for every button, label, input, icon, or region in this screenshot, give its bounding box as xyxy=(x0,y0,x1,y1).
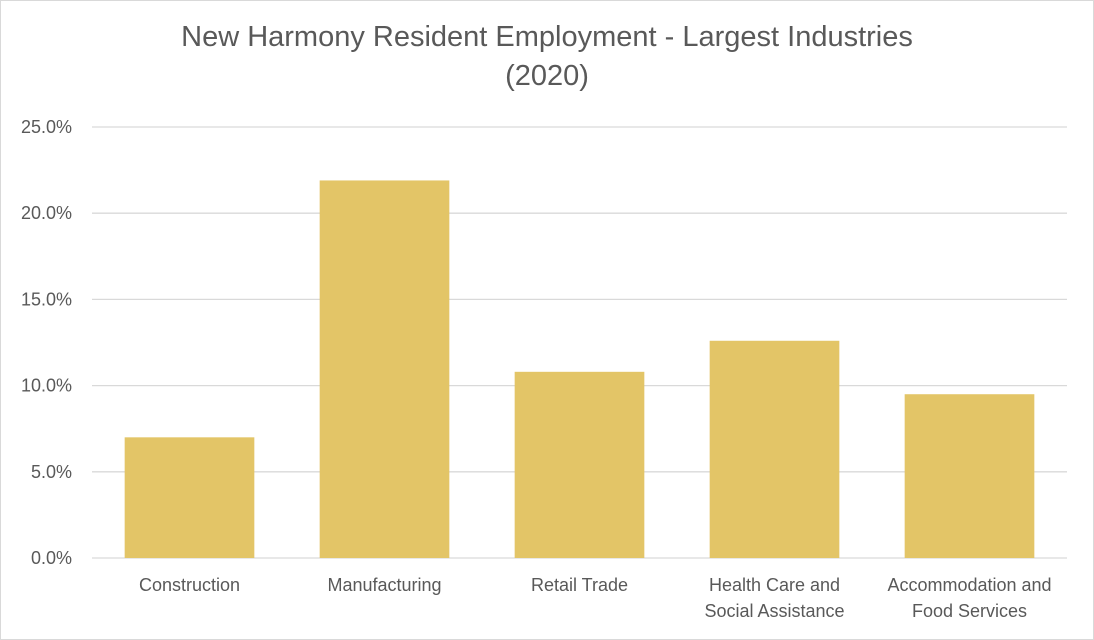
y-tick-label-5: 25.0% xyxy=(21,117,72,137)
chart-title-line-1: New Harmony Resident Employment - Larges… xyxy=(181,21,913,53)
x-category-label-3-line-1: Health Care and xyxy=(709,575,840,595)
x-category-label-2: Retail Trade xyxy=(531,575,628,595)
chart-title: New Harmony Resident Employment - Larges… xyxy=(0,18,1094,96)
y-tick-label-3: 15.0% xyxy=(21,289,72,309)
bar-2 xyxy=(514,371,645,558)
chart-title-line-2: (2020) xyxy=(505,60,589,92)
bar-4 xyxy=(904,394,1035,558)
bar-1 xyxy=(319,180,450,558)
x-category-label-1: Manufacturing xyxy=(327,575,441,595)
x-category-label-0: Construction xyxy=(139,575,240,595)
bar-3 xyxy=(709,340,840,558)
x-category-label-4-line-2: Food Services xyxy=(912,601,1027,621)
x-category-label-4-line-1: Accommodation and xyxy=(887,575,1051,595)
bar-0 xyxy=(124,437,255,558)
y-tick-label-1: 5.0% xyxy=(31,462,72,482)
y-tick-label-4: 20.0% xyxy=(21,203,72,223)
x-category-label-3-line-2: Social Assistance xyxy=(704,601,844,621)
y-tick-label-0: 0.0% xyxy=(31,548,72,568)
y-tick-label-2: 10.0% xyxy=(21,376,72,396)
